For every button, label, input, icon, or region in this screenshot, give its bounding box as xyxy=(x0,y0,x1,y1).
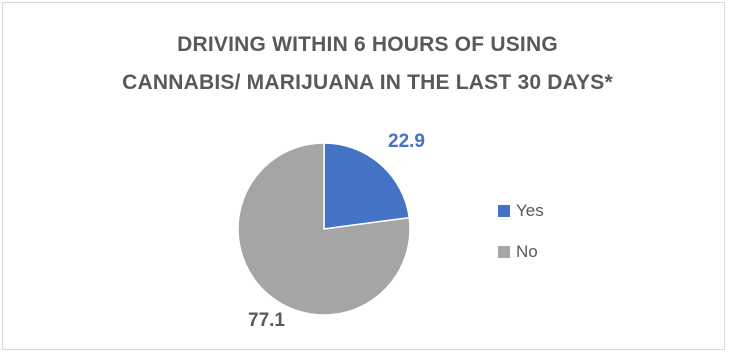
chart-legend: Yes No xyxy=(498,200,544,282)
pie-slice-yes xyxy=(323,142,411,230)
chart-title-line-1: DRIVING WITHIN 6 HOURS OF USING xyxy=(177,33,558,56)
legend-swatch-no xyxy=(498,246,510,258)
data-label-yes: 22.9 xyxy=(388,131,425,152)
legend-swatch-yes xyxy=(498,205,510,217)
data-label-no: 77.1 xyxy=(248,310,285,331)
pie-slice-no xyxy=(237,142,411,316)
chart-title-line-2: CANNABIS/ MARIJUANA IN THE LAST 30 DAYS* xyxy=(122,71,613,94)
legend-label-no: No xyxy=(516,242,538,261)
legend-item-no: No xyxy=(498,241,544,263)
legend-item-yes: Yes xyxy=(498,200,544,222)
legend-label-yes: Yes xyxy=(516,201,544,220)
